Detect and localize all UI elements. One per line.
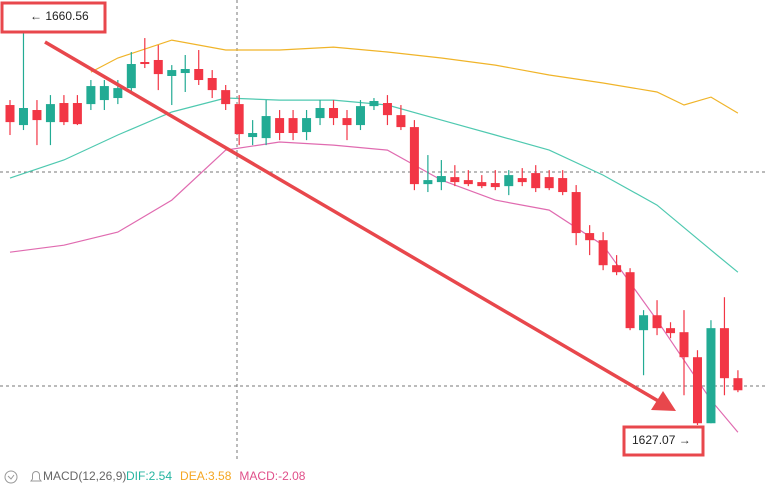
macd-legend-item: MACD:-2.08	[239, 469, 305, 483]
candle-body	[5, 105, 15, 123]
candle-body	[585, 233, 595, 241]
max-label-box	[0, 1, 107, 34]
candle-body	[45, 104, 55, 123]
candle-body	[463, 180, 473, 185]
candle-body	[719, 328, 729, 379]
candle-body	[194, 68, 204, 81]
candle-body	[382, 103, 392, 116]
candle-body	[167, 70, 177, 76]
macd-title: MACD(12,26,9)	[43, 469, 126, 483]
candle-body	[275, 118, 285, 134]
macd-legend-item: DIF:2.54	[126, 469, 172, 483]
candle-body	[234, 104, 244, 135]
candle-body	[99, 86, 109, 101]
candle-body	[639, 315, 649, 331]
candle-body	[558, 178, 568, 193]
candle-body	[612, 265, 622, 273]
trend-arrow	[44, 40, 676, 411]
candle-body	[126, 64, 136, 89]
min-label-box	[622, 425, 705, 457]
candle-body	[369, 101, 379, 107]
candle-body	[652, 315, 662, 329]
candle-body	[315, 108, 325, 119]
candle-body	[598, 240, 608, 266]
candle-body	[490, 183, 500, 188]
candle-body	[504, 175, 514, 187]
candle-body	[396, 115, 406, 128]
candle-body	[207, 78, 217, 91]
candle-body	[248, 133, 258, 138]
macd-legend-item: DEA:3.58	[180, 469, 232, 483]
plot-area	[5, 27, 743, 433]
collapse-icon[interactable]	[4, 470, 18, 484]
candle-body	[409, 127, 419, 185]
candle-body	[59, 103, 69, 123]
crosshair	[0, 0, 766, 462]
band-line	[9, 141, 739, 433]
candle-body	[692, 357, 702, 424]
alert-icon[interactable]	[30, 471, 42, 482]
candle-body	[531, 173, 541, 189]
candle-body	[355, 106, 365, 126]
collapse-icon-check	[7, 474, 15, 480]
candle-body	[32, 110, 42, 121]
arrow-head	[651, 391, 676, 411]
candle-body	[221, 90, 231, 105]
candle-body	[423, 180, 433, 185]
candle-body	[571, 192, 581, 234]
candle-body	[288, 118, 298, 134]
candle-body	[450, 177, 460, 183]
candle-body	[625, 272, 635, 329]
candle-body	[302, 118, 312, 133]
candle-body	[329, 108, 339, 119]
arrow-line	[44, 40, 661, 404]
candle-body	[72, 103, 82, 125]
candle-body	[180, 68, 190, 74]
candle-body	[477, 182, 487, 187]
candle-body	[113, 88, 123, 99]
candle-body	[544, 177, 554, 189]
candle-body	[18, 108, 28, 126]
band-line	[90, 39, 739, 114]
candle-body	[733, 378, 743, 391]
candle-body	[342, 118, 352, 126]
candle-body	[86, 86, 96, 105]
macd-legend: MACD(12,26,9) DIF:2.54 DEA:3.58 MACD:-2.08	[4, 469, 306, 484]
candle-body	[140, 62, 150, 65]
min-label: 1627.07 →	[632, 433, 691, 447]
candle-body	[436, 176, 446, 183]
max-label: ← 1660.56	[30, 9, 89, 23]
candle-body	[679, 332, 689, 358]
candle-body	[666, 328, 676, 334]
candle-body	[261, 116, 271, 139]
candle-body	[153, 59, 163, 75]
candle-body	[706, 328, 716, 424]
candle-body	[517, 178, 527, 183]
